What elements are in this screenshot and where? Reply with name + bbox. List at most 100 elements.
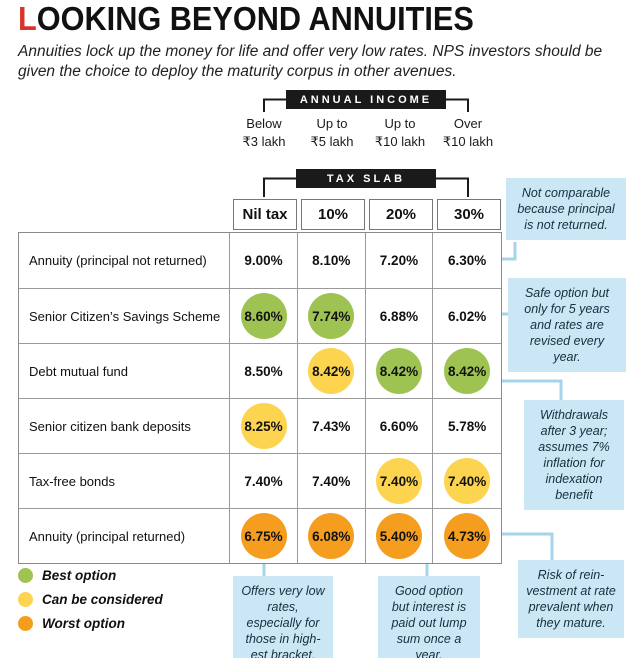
row-label: Debt mutual fund: [19, 344, 231, 398]
income-line-2: ₹10 lakh: [374, 133, 426, 149]
rate-cell: 5.40%: [366, 509, 434, 563]
rate-value: 6.30%: [448, 253, 487, 268]
rate-value: 6.75%: [240, 513, 287, 559]
annual-income-header: ANNUAL INCOME: [286, 90, 446, 109]
callout-good-option: Good option but interest is paid out lum…: [378, 576, 480, 658]
callout-low-rates: Offers very low rates, especially for th…: [233, 576, 333, 658]
rate-value: 7.40%: [312, 473, 351, 489]
rate-cell: 7.40%: [433, 454, 501, 508]
rate-cell: 7.40%: [230, 454, 298, 508]
rate-value: 8.50%: [244, 363, 283, 379]
table-row: Debt mutual fund 8.50% 8.42% 8.42% 8.42%: [19, 343, 501, 398]
rate-value: 7.20%: [379, 253, 419, 268]
rate-cell: 8.50%: [230, 344, 298, 398]
rate-cell: 8.10%: [298, 233, 366, 288]
rate-cell: 8.25%: [230, 399, 298, 453]
callout-safe-option: Safe option but only for 5 years and rat…: [508, 278, 626, 372]
rate-cell: 6.60%: [366, 399, 434, 453]
income-line-2: ₹3 lakh: [242, 133, 286, 149]
rate-value: 7.74%: [308, 293, 355, 339]
rate-value: 4.73%: [444, 513, 491, 559]
title-accent-letter: L: [18, 0, 37, 37]
connector-withdrawals: [502, 379, 563, 402]
rate-cell: 9.00%: [230, 233, 298, 288]
can-be-considered-dot-icon: [18, 592, 33, 607]
connector-not-comparable: [502, 242, 517, 261]
table-row: Senior Citizen’s Savings Scheme 8.60% 7.…: [19, 288, 501, 343]
table-row: Annuity (principal returned) 6.75% 6.08%…: [19, 508, 501, 563]
callout-reinvestment-risk: Risk of rein-vestment at rate prevalent …: [518, 560, 624, 638]
rate-value: 7.40%: [444, 458, 491, 504]
income-group-3: Up to ₹10 lakh: [366, 115, 434, 150]
income-line-1: Up to: [316, 116, 348, 131]
rate-cell: 6.75%: [230, 509, 298, 563]
tax-column-30: 30%: [437, 199, 501, 230]
rates-table: Annuity (principal not returned) 9.00% 8…: [18, 232, 502, 564]
best-option-dot-icon: [18, 568, 33, 583]
callout-withdrawals: Withdrawals after 3 year; assumes 7% inf…: [524, 400, 624, 510]
worst-option-dot-icon: [18, 616, 33, 631]
row-label: Tax-free bonds: [19, 454, 231, 508]
rate-cell: 8.42%: [298, 344, 366, 398]
rate-cell: 7.20%: [366, 233, 434, 288]
tax-column-10: 10%: [301, 199, 365, 230]
legend-label: Worst option: [42, 616, 125, 631]
subtitle: Annuities lock up the money for life and…: [18, 43, 603, 81]
row-label: Senior Citizen’s Savings Scheme: [19, 289, 231, 343]
legend: Best option Can be considered Worst opti…: [18, 568, 163, 640]
legend-item: Worst option: [18, 616, 163, 631]
legend-label: Best option: [42, 568, 117, 583]
rate-value: 8.10%: [312, 253, 351, 268]
rate-cell: 8.42%: [433, 344, 501, 398]
rate-value: 7.43%: [312, 418, 351, 434]
rate-cell: 7.74%: [298, 289, 366, 343]
tax-column-nil-tax: Nil tax: [233, 199, 297, 230]
rate-value: 5.78%: [448, 418, 487, 434]
row-label: Senior citizen bank deposits: [19, 399, 231, 453]
rate-value: 8.42%: [308, 348, 355, 394]
rate-value: 8.60%: [240, 293, 287, 339]
rate-cell: 6.08%: [298, 509, 366, 563]
rate-cell: 6.02%: [433, 289, 501, 343]
rate-value: 8.25%: [240, 403, 287, 449]
row-label: Annuity (principal not returned): [19, 233, 231, 288]
rate-cell: 7.40%: [298, 454, 366, 508]
rate-cell: 7.43%: [298, 399, 366, 453]
row-label: Annuity (principal returned): [19, 509, 231, 563]
income-line-1: Below: [246, 116, 282, 131]
rate-cell: 8.60%: [230, 289, 298, 343]
tax-slab-header: TAX SLAB: [296, 169, 436, 188]
callout-not-comparable: Not comparable because principal is not …: [506, 178, 626, 240]
legend-item: Can be considered: [18, 592, 163, 607]
income-group-4: Over ₹10 lakh: [434, 115, 502, 150]
rate-cell: 8.42%: [366, 344, 434, 398]
table-row: Senior citizen bank deposits 8.25% 7.43%…: [19, 398, 501, 453]
rate-value: 6.08%: [308, 513, 355, 559]
rate-value: 7.40%: [375, 458, 422, 504]
rate-value: 5.40%: [375, 513, 422, 559]
rate-cell: 6.30%: [433, 233, 501, 288]
rate-cell: 6.88%: [366, 289, 434, 343]
income-line-1: Over: [453, 116, 483, 131]
table-row: Annuity (principal not returned) 9.00% 8…: [19, 233, 501, 288]
rate-value: 6.88%: [379, 308, 419, 324]
income-line-2: ₹10 lakh: [442, 133, 494, 149]
tax-column-20: 20%: [369, 199, 433, 230]
legend-item: Best option: [18, 568, 163, 583]
rate-value: 8.42%: [375, 348, 422, 394]
rate-value: 6.60%: [379, 418, 419, 434]
rate-cell: 7.40%: [366, 454, 434, 508]
legend-label: Can be considered: [42, 592, 163, 607]
rate-cell: 4.73%: [433, 509, 501, 563]
income-group-1: Below ₹3 lakh: [230, 115, 298, 150]
connector-reinvestment-risk: [502, 532, 554, 562]
page-title: LOOKING BEYOND ANNUITIES: [18, 0, 474, 38]
income-line-2: ₹5 lakh: [310, 133, 354, 149]
income-group-2: Up to ₹5 lakh: [298, 115, 366, 150]
title-rest: OOKING BEYOND ANNUITIES: [36, 0, 474, 37]
rate-value: 7.40%: [244, 473, 283, 489]
rate-value: 6.02%: [448, 308, 487, 324]
rate-cell: 5.78%: [433, 399, 501, 453]
income-line-1: Up to: [384, 116, 416, 131]
